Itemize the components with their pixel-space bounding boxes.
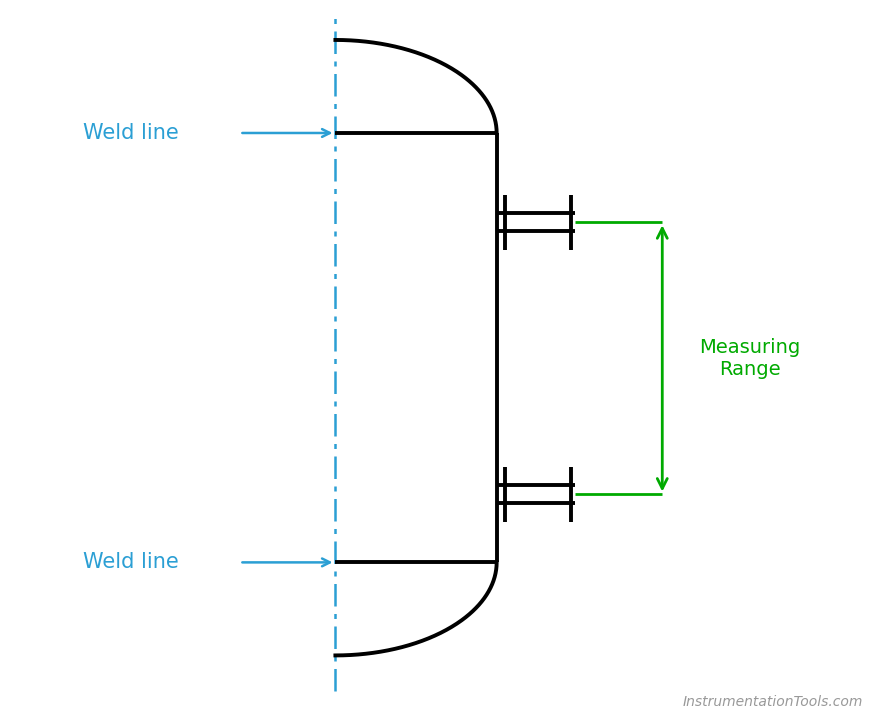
Text: InstrumentationTools.com: InstrumentationTools.com [682,695,862,709]
Text: Measuring
Range: Measuring Range [699,338,800,379]
Text: Weld line: Weld line [83,552,179,573]
Text: Weld line: Weld line [83,123,179,143]
